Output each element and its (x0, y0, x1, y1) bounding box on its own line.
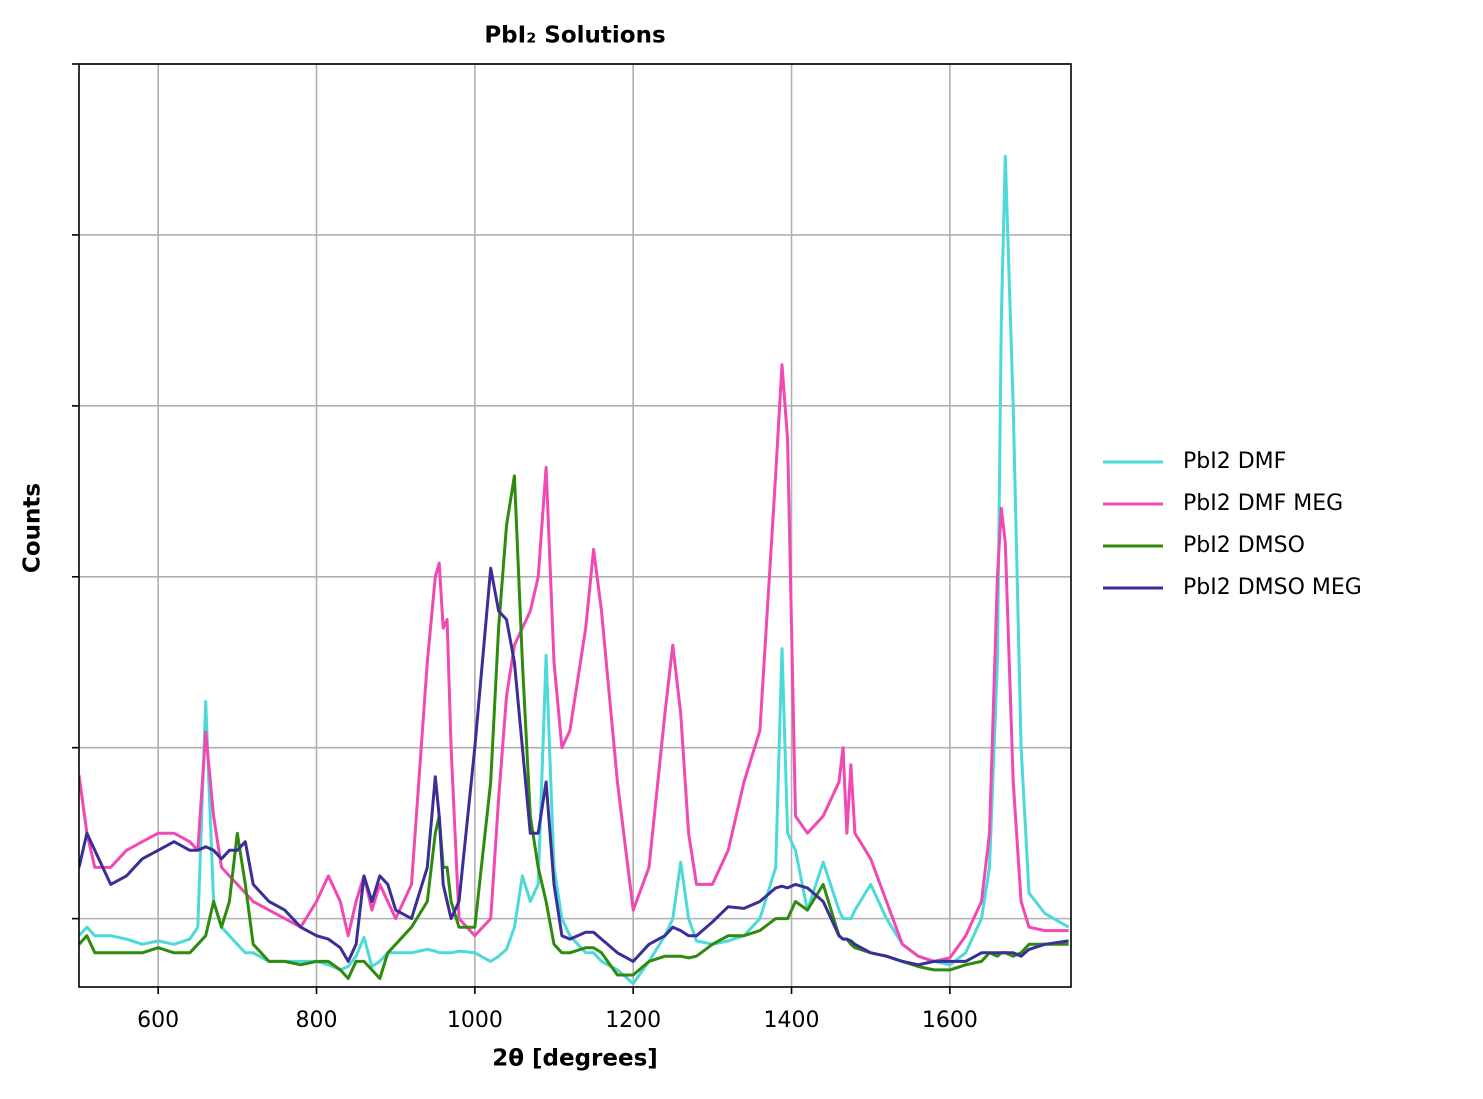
y-axis-label: Counts (20, 483, 46, 573)
legend-label: PbI2 DMSO MEG (1183, 575, 1362, 600)
plot-frame (78, 63, 1072, 988)
series-line (79, 566, 1069, 967)
legend-label: PbI2 DMF (1183, 449, 1286, 474)
x-tick-label: 800 (296, 1008, 338, 1033)
series-line (79, 474, 1069, 980)
x-tick-label: 1200 (605, 1008, 661, 1033)
chart-title: PbI₂ Solutions (484, 23, 665, 49)
series-line (79, 363, 1069, 963)
x-axis-label: 2θ [degrees] (492, 1046, 658, 1072)
x-tick-label: 1600 (922, 1008, 978, 1033)
x-tick-label: 600 (137, 1008, 179, 1033)
legend-label: PbI2 DMSO (1183, 533, 1305, 558)
legend-label: PbI2 DMF MEG (1183, 491, 1343, 516)
x-tick-label: 1400 (764, 1008, 820, 1033)
series-line (79, 154, 1070, 986)
x-tick-label: 1000 (447, 1008, 503, 1033)
